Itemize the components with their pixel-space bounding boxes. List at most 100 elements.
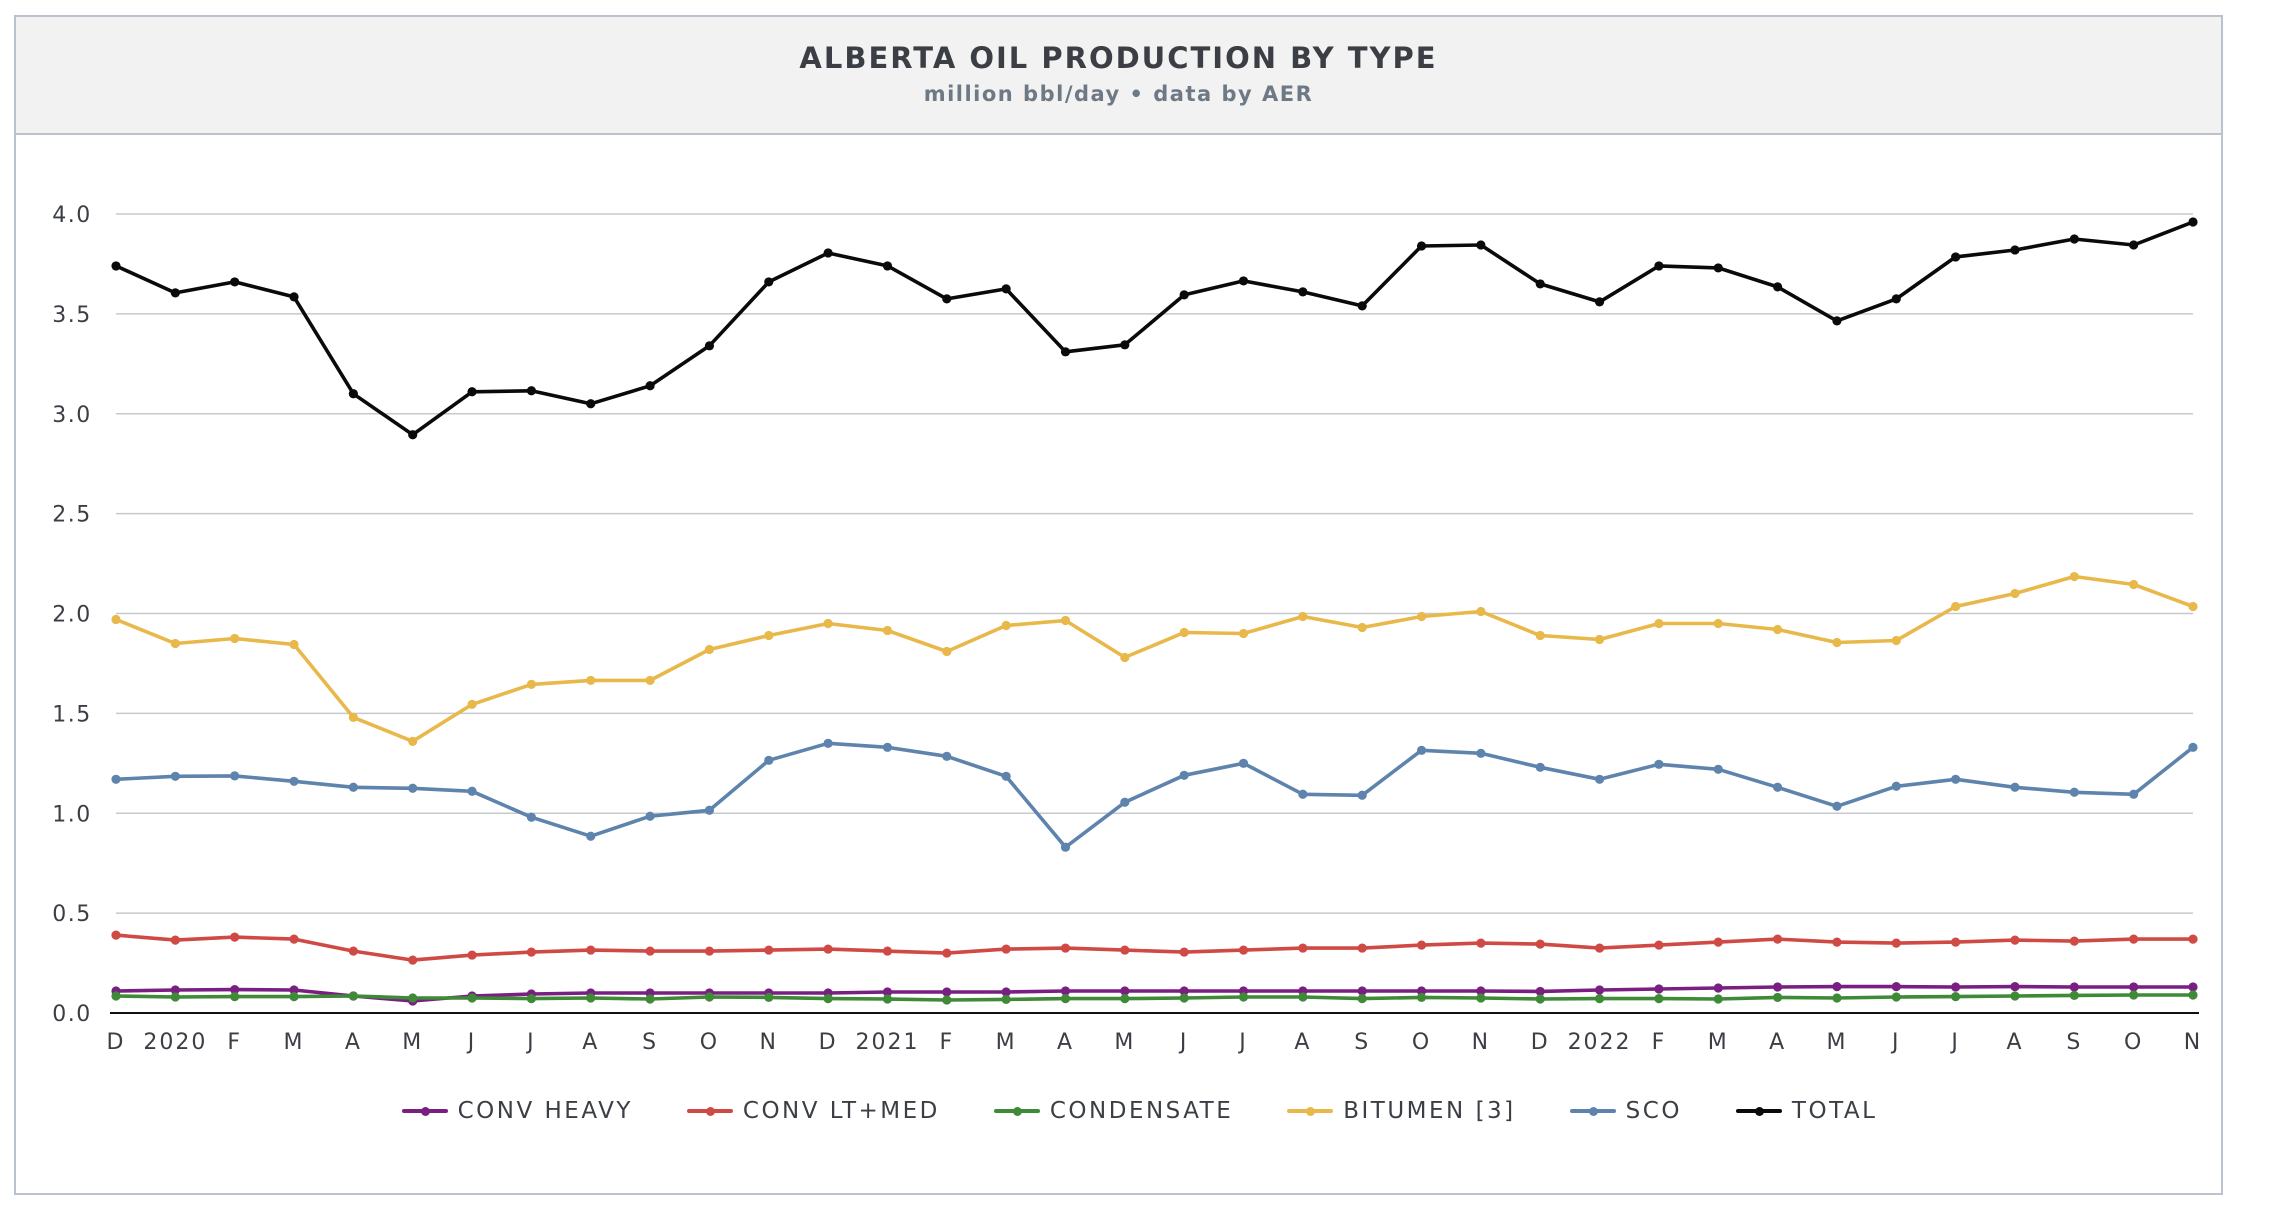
data-point[interactable]: [1416, 992, 1427, 1003]
data-point[interactable]: [1001, 944, 1011, 954]
data-point[interactable]: [645, 994, 655, 1004]
legend-item[interactable]: SCO: [1569, 1098, 1682, 1124]
data-point[interactable]: [1179, 986, 1189, 996]
data-point[interactable]: [942, 646, 952, 657]
data-point[interactable]: [882, 261, 893, 271]
data-point[interactable]: [1773, 624, 1783, 635]
data-point[interactable]: [1416, 745, 1427, 755]
data-point[interactable]: [230, 932, 240, 942]
data-point[interactable]: [2069, 990, 2079, 1001]
data-point[interactable]: [230, 985, 240, 995]
data-point[interactable]: [2129, 240, 2139, 250]
data-point[interactable]: [1476, 938, 1486, 948]
data-point[interactable]: [111, 614, 121, 625]
data-point[interactable]: [2129, 579, 2139, 590]
data-point[interactable]: [1713, 764, 1723, 774]
data-point[interactable]: [111, 991, 121, 1001]
data-point[interactable]: [408, 993, 418, 1003]
data-point[interactable]: [1594, 774, 1605, 784]
data-point[interactable]: [1773, 982, 1783, 992]
data-point[interactable]: [1891, 992, 1901, 1002]
data-point[interactable]: [823, 248, 833, 258]
data-point[interactable]: [1713, 618, 1723, 629]
data-point[interactable]: [1773, 934, 1783, 944]
data-point[interactable]: [111, 261, 121, 271]
data-point[interactable]: [1001, 987, 1011, 997]
data-point[interactable]: [348, 389, 358, 399]
data-point[interactable]: [2069, 234, 2079, 244]
data-point[interactable]: [1238, 992, 1249, 1002]
data-point[interactable]: [1298, 943, 1308, 953]
data-point[interactable]: [1951, 774, 1961, 784]
data-point[interactable]: [1179, 627, 1189, 638]
data-point[interactable]: [170, 935, 180, 945]
data-point[interactable]: [1120, 994, 1130, 1004]
data-point[interactable]: [823, 994, 833, 1004]
data-point[interactable]: [645, 811, 655, 821]
data-point[interactable]: [348, 712, 358, 722]
data-point[interactable]: [1476, 986, 1486, 996]
data-point[interactable]: [230, 992, 240, 1002]
data-point[interactable]: [942, 294, 952, 304]
data-point[interactable]: [526, 812, 537, 822]
data-point[interactable]: [764, 630, 774, 641]
data-point[interactable]: [1713, 994, 1723, 1004]
data-point[interactable]: [1238, 945, 1249, 955]
data-point[interactable]: [1298, 992, 1308, 1002]
data-point[interactable]: [1891, 781, 1901, 791]
data-point[interactable]: [1120, 986, 1130, 996]
data-point[interactable]: [1357, 994, 1367, 1004]
data-point[interactable]: [2188, 217, 2198, 227]
legend-item[interactable]: CONV HEAVY: [401, 1098, 633, 1124]
data-point[interactable]: [1594, 297, 1605, 307]
data-point[interactable]: [1713, 983, 1723, 993]
data-point[interactable]: [230, 277, 240, 287]
legend-item[interactable]: TOTAL: [1735, 1098, 1877, 1124]
data-point[interactable]: [823, 618, 833, 629]
data-point[interactable]: [526, 386, 537, 396]
data-point[interactable]: [111, 930, 121, 940]
data-point[interactable]: [1298, 789, 1308, 799]
data-point[interactable]: [1654, 940, 1664, 950]
data-point[interactable]: [1120, 797, 1130, 807]
data-point[interactable]: [1357, 790, 1367, 800]
data-point[interactable]: [1594, 985, 1605, 995]
data-point[interactable]: [2188, 742, 2198, 752]
legend-item[interactable]: CONDENSATE: [993, 1098, 1233, 1124]
data-point[interactable]: [1179, 993, 1189, 1003]
data-point[interactable]: [1238, 628, 1249, 639]
data-point[interactable]: [170, 638, 180, 649]
data-point[interactable]: [2069, 571, 2079, 582]
data-point[interactable]: [408, 955, 418, 965]
data-point[interactable]: [230, 633, 240, 644]
data-point[interactable]: [1535, 939, 1545, 949]
data-point[interactable]: [170, 771, 180, 781]
data-point[interactable]: [289, 934, 299, 944]
data-point[interactable]: [2069, 787, 2079, 797]
data-point[interactable]: [942, 995, 952, 1005]
data-point[interactable]: [823, 738, 833, 748]
legend-item[interactable]: CONV LT+MED: [686, 1098, 940, 1124]
data-point[interactable]: [586, 945, 596, 955]
data-point[interactable]: [467, 387, 477, 397]
data-point[interactable]: [1416, 940, 1427, 950]
data-point[interactable]: [942, 987, 952, 997]
data-point[interactable]: [1416, 241, 1427, 251]
data-point[interactable]: [1060, 347, 1071, 357]
data-point[interactable]: [1179, 290, 1189, 300]
data-point[interactable]: [1654, 759, 1664, 769]
data-point[interactable]: [645, 675, 655, 686]
data-point[interactable]: [882, 946, 893, 956]
data-point[interactable]: [1891, 982, 1901, 992]
data-point[interactable]: [882, 987, 893, 997]
data-point[interactable]: [764, 945, 774, 955]
data-point[interactable]: [764, 277, 774, 287]
data-point[interactable]: [467, 786, 477, 796]
data-point[interactable]: [704, 644, 715, 655]
data-point[interactable]: [1238, 758, 1249, 768]
data-point[interactable]: [1416, 986, 1427, 996]
data-point[interactable]: [289, 992, 299, 1002]
data-point[interactable]: [467, 993, 477, 1003]
data-point[interactable]: [1951, 992, 1961, 1002]
data-point[interactable]: [2188, 990, 2198, 1000]
